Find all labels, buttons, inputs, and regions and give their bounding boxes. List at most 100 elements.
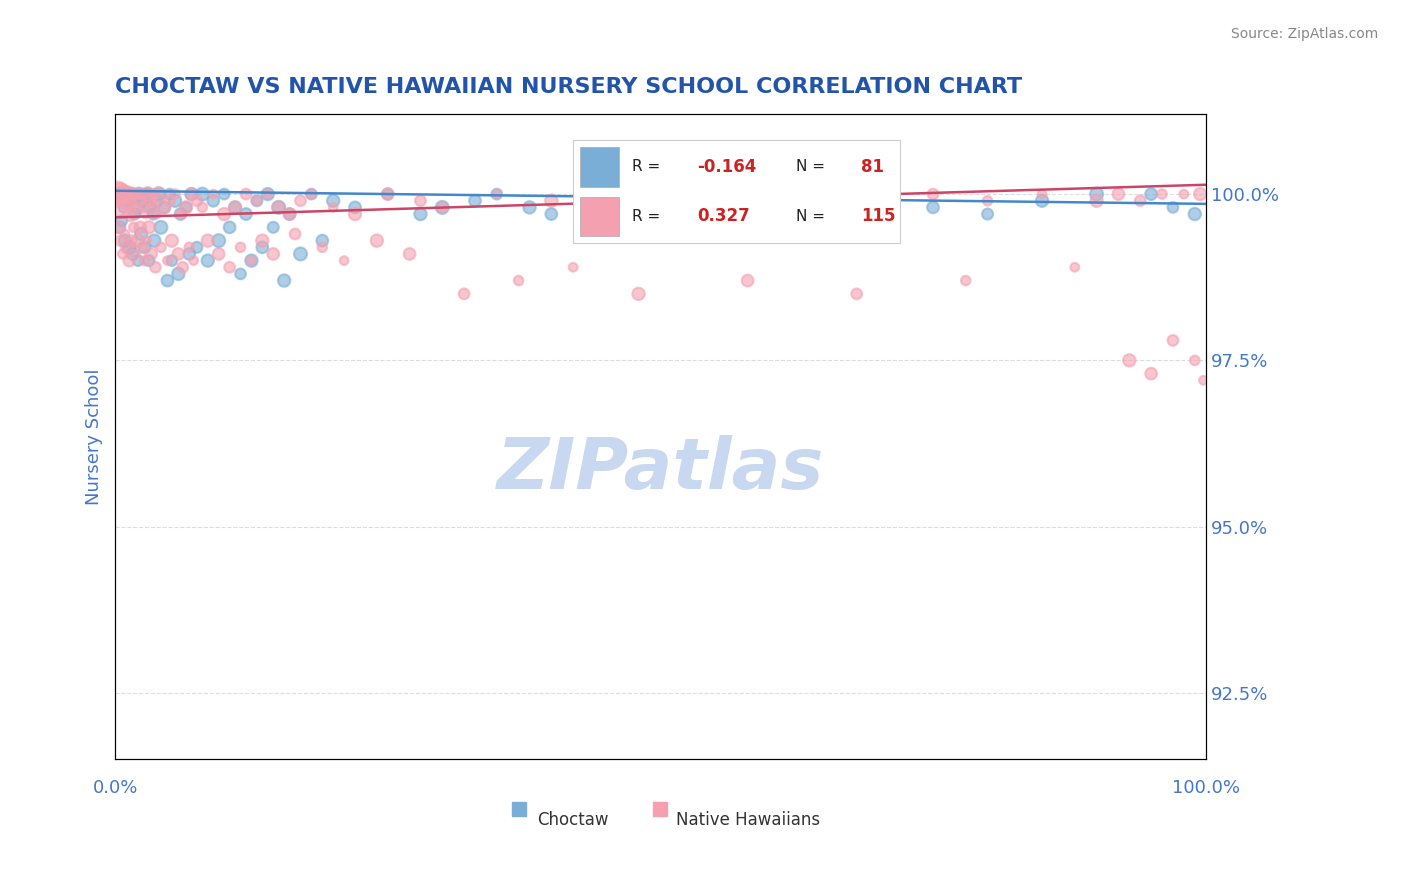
Point: [1192, 373, 1215, 387]
Point: [229, 267, 252, 281]
Point: [132, 201, 155, 215]
Point: [128, 194, 150, 208]
Point: [976, 207, 998, 221]
Point: [143, 187, 166, 202]
Point: [485, 187, 508, 202]
Point: [136, 187, 159, 202]
Point: [398, 247, 420, 261]
Point: [267, 201, 290, 215]
Point: [224, 201, 246, 215]
Point: [124, 207, 146, 221]
Point: [627, 286, 650, 301]
Point: [135, 187, 157, 202]
Point: [179, 247, 201, 261]
Point: [111, 213, 134, 227]
Point: [290, 247, 312, 261]
Point: [180, 187, 202, 202]
Point: [1085, 194, 1108, 208]
Text: Choctaw: Choctaw: [537, 811, 609, 829]
Point: [167, 247, 190, 261]
Point: [868, 194, 890, 208]
Point: [110, 234, 132, 248]
Point: [432, 201, 454, 215]
Point: [1173, 187, 1195, 202]
Point: [813, 194, 835, 208]
Point: [159, 187, 181, 202]
Point: [115, 240, 138, 254]
Point: [377, 187, 399, 202]
Point: [1031, 187, 1053, 202]
Point: [153, 201, 176, 215]
Point: [252, 240, 274, 254]
Point: [108, 220, 131, 235]
Point: [240, 253, 263, 268]
Point: [256, 187, 278, 202]
Text: 100.0%: 100.0%: [1171, 780, 1240, 797]
Point: [174, 201, 197, 215]
Point: [737, 274, 759, 288]
Point: [212, 207, 235, 221]
Point: [129, 187, 152, 202]
Point: [131, 194, 153, 208]
Point: [197, 234, 219, 248]
Point: [278, 207, 301, 221]
Text: Source: ZipAtlas.com: Source: ZipAtlas.com: [1230, 27, 1378, 41]
Point: [186, 240, 208, 254]
Point: [160, 234, 183, 248]
Point: [108, 187, 131, 202]
Point: [117, 194, 139, 208]
Point: [143, 234, 166, 248]
Point: [1161, 334, 1184, 348]
Point: [122, 220, 145, 235]
Point: [114, 227, 136, 241]
Point: [1161, 201, 1184, 215]
Point: [344, 201, 367, 215]
Point: [111, 201, 134, 215]
Point: [758, 207, 780, 221]
Point: [284, 227, 307, 241]
Point: [129, 227, 152, 241]
Point: [110, 187, 132, 202]
Point: [218, 220, 240, 235]
Point: [112, 187, 135, 202]
Point: [273, 274, 295, 288]
Point: [105, 187, 128, 202]
Point: [224, 201, 246, 215]
Point: [125, 247, 148, 261]
Point: [118, 240, 141, 254]
Point: [1140, 367, 1163, 381]
Point: [1031, 194, 1053, 208]
Point: [256, 187, 278, 202]
Point: [703, 194, 725, 208]
Point: [114, 234, 136, 248]
Point: [1085, 187, 1108, 202]
Point: [134, 240, 156, 254]
Point: [121, 187, 143, 202]
Point: [131, 240, 153, 254]
Point: [127, 234, 149, 248]
Point: [432, 201, 454, 215]
Point: [148, 187, 170, 202]
Point: [117, 187, 139, 202]
Point: [218, 260, 240, 275]
Text: ZIPatlas: ZIPatlas: [496, 434, 824, 504]
Point: [1063, 260, 1085, 275]
Point: [212, 187, 235, 202]
Point: [145, 194, 167, 208]
Point: [202, 187, 225, 202]
Point: [813, 201, 835, 215]
Point: [125, 201, 148, 215]
Point: [868, 187, 890, 202]
Point: [922, 201, 945, 215]
Point: [322, 201, 344, 215]
Point: [1107, 187, 1129, 202]
Point: [650, 187, 672, 202]
Point: [149, 240, 172, 254]
Point: [595, 201, 617, 215]
Point: [976, 194, 998, 208]
Point: [519, 201, 541, 215]
Point: [139, 201, 162, 215]
Point: [1189, 187, 1212, 202]
Point: [127, 253, 149, 268]
Point: [235, 187, 257, 202]
